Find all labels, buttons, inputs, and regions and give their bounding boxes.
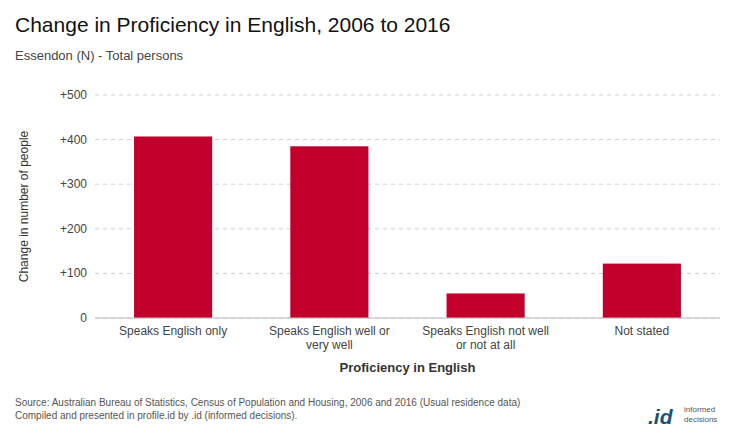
y-tick-label: +300 [60,177,87,191]
x-tick-label: Not stated [615,324,670,338]
source: Source: Australian Bureau of Statistics,… [15,397,520,421]
grid-line [95,95,720,96]
x-tick-label: Speaks English only [119,324,227,338]
y-tick-label: 0 [80,311,87,325]
bars [134,136,681,318]
subtitle: Essendon (N) - Total persons [15,48,184,63]
y-tick-labels: 0 +100 +200 +300 +400 +500 [60,88,87,325]
chart-container: Change in Proficiency in English, 2006 t… [0,0,740,440]
logo: .id [648,405,674,428]
x-tick-label: Speaks English well orvery well [269,324,390,352]
title: Change in Proficiency in English, 2006 t… [15,13,450,36]
x-tick-label: Speaks English not wellor not at all [422,324,549,352]
y-tick-label: +500 [60,88,87,102]
chart: Change in Proficiency in English, 2006 t… [0,0,740,440]
y-tick-label: +200 [60,222,87,236]
logo-tagline: informeddecisions [684,405,717,424]
y-tick-label: +400 [60,133,87,147]
bar [134,136,212,318]
bar [290,146,368,318]
bar [447,293,525,318]
x-tick-labels: Speaks English only Speaks English well o… [119,324,669,352]
x-axis-line [95,318,720,319]
y-grid [95,95,720,318]
y-tick-label: +100 [60,266,87,280]
y-axis-label: Change in number of people [17,130,31,282]
grid-line [95,318,720,319]
x-axis-label: Proficiency in English [340,360,476,375]
bar [603,264,681,318]
